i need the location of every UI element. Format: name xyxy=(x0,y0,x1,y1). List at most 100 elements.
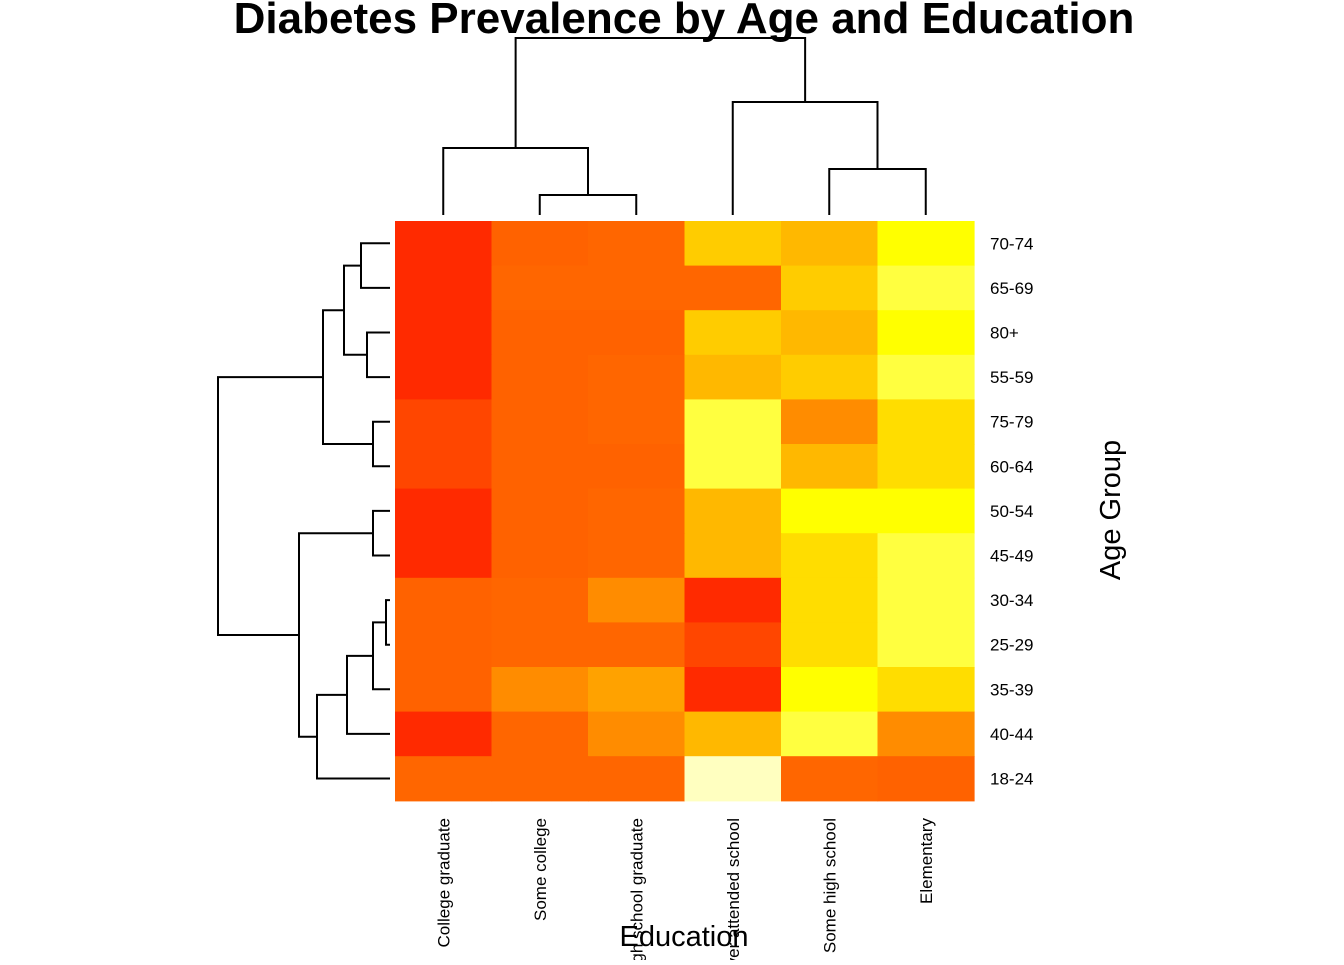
heatmap-cell xyxy=(588,667,686,713)
heatmap-cell xyxy=(877,533,975,579)
heatmap-cell xyxy=(588,399,686,445)
heatmap-cell xyxy=(491,399,589,445)
heatmap-cell xyxy=(684,756,782,802)
column-dendrogram-branch xyxy=(538,194,638,215)
y-axis-title: Age Group xyxy=(1095,440,1127,580)
row-dendrogram-branch xyxy=(217,376,323,636)
heatmap-cell xyxy=(781,577,879,623)
heatmap-cell xyxy=(684,221,782,267)
row-dendrogram-branch xyxy=(316,693,390,780)
row-label: 55-59 xyxy=(990,368,1033,387)
heatmap-cell xyxy=(588,533,686,579)
heatmap-cell xyxy=(588,310,686,356)
heatmap-cell xyxy=(877,711,975,757)
heatmap-cell xyxy=(684,354,782,400)
row-dendrogram-branch xyxy=(366,331,390,379)
column-label: Never attended school xyxy=(724,818,743,960)
heatmap-cell xyxy=(491,756,589,802)
heatmap-cell xyxy=(491,444,589,490)
heatmap-cell xyxy=(781,667,879,713)
row-dendrogram xyxy=(217,242,390,780)
heatmap-cell xyxy=(781,221,879,267)
heatmap-cell xyxy=(395,756,493,802)
heatmap-cell xyxy=(684,622,782,668)
row-label: 25-29 xyxy=(990,636,1033,655)
heatmap-cell xyxy=(877,488,975,534)
row-label: 60-64 xyxy=(990,457,1033,476)
heatmap-cell xyxy=(395,622,493,668)
heatmap-cell xyxy=(877,265,975,311)
row-label: 45-49 xyxy=(990,547,1033,566)
heatmap-cell xyxy=(395,265,493,311)
heatmap-cell xyxy=(781,711,879,757)
row-label: 50-54 xyxy=(990,502,1033,521)
row-dendrogram-branch xyxy=(372,621,390,691)
heatmap-cell xyxy=(877,399,975,445)
heatmap-cell xyxy=(395,577,493,623)
heatmap-cell xyxy=(395,533,493,579)
row-dendrogram-branch xyxy=(343,264,367,356)
heatmap-cell xyxy=(395,399,493,445)
heatmap-cell xyxy=(781,622,879,668)
heatmap-cell xyxy=(781,265,879,311)
row-dendrogram-branch xyxy=(360,242,390,289)
row-dendrogram-branch xyxy=(346,654,390,735)
column-labels: College graduate Some college High school … xyxy=(434,818,936,965)
column-dendrogram-branch xyxy=(514,37,807,148)
heatmap-cell xyxy=(684,399,782,445)
row-dendrogram-branch xyxy=(372,420,390,468)
row-labels: 70-74 65-69 80+ 55-59 75-79 60-64 50-54 45-49 30… xyxy=(990,234,1033,788)
heatmap-cell xyxy=(588,756,686,802)
heatmap-cell xyxy=(684,444,782,490)
heatmap-cell xyxy=(588,444,686,490)
heatmap-cell xyxy=(877,577,975,623)
row-label: 30-34 xyxy=(990,591,1033,610)
row-label: 18-24 xyxy=(990,770,1033,789)
heatmap-cell xyxy=(684,667,782,713)
heatmap-cell xyxy=(588,622,686,668)
row-label: 70-74 xyxy=(990,234,1033,253)
heatmap-cell xyxy=(491,711,589,757)
heatmap-cell xyxy=(877,354,975,400)
heatmap-cell xyxy=(877,622,975,668)
heatmap-cell xyxy=(877,221,975,267)
heatmap-cell xyxy=(588,488,686,534)
row-label: 35-39 xyxy=(990,680,1033,699)
heatmap-cell xyxy=(684,711,782,757)
heatmap-cell xyxy=(781,444,879,490)
column-dendrogram-branch xyxy=(731,101,879,215)
heatmap-cell xyxy=(491,667,589,713)
heatmap-cell xyxy=(491,533,589,579)
heatmap-cell xyxy=(684,265,782,311)
heatmap-cell xyxy=(491,622,589,668)
column-label: Elementary xyxy=(917,818,936,904)
heatmap-cell xyxy=(395,221,493,267)
row-dendrogram-branch xyxy=(322,309,373,445)
heatmap-cell xyxy=(877,310,975,356)
heatmap-cell xyxy=(877,667,975,713)
heatmap-cell xyxy=(781,399,879,445)
heatmap-cell xyxy=(684,533,782,579)
heatmap-cell xyxy=(395,310,493,356)
heatmap-cell xyxy=(395,354,493,400)
heatmap-cell xyxy=(781,310,879,356)
heatmap-cell xyxy=(491,354,589,400)
row-label: 80+ xyxy=(990,324,1019,343)
column-label: Some high school xyxy=(820,818,839,953)
heatmap-cell xyxy=(588,577,686,623)
row-label: 40-44 xyxy=(990,725,1033,744)
column-label: Some college xyxy=(531,818,550,921)
heatmap-cell xyxy=(781,354,879,400)
heatmap-cell xyxy=(491,265,589,311)
heatmap-cell xyxy=(684,488,782,534)
heatmap-cell xyxy=(684,577,782,623)
chart-title: Diabetes Prevalence by Age and Education xyxy=(234,0,1135,43)
heatmap-cell xyxy=(781,533,879,579)
row-dendrogram-branch xyxy=(385,599,390,646)
heatmap-cell xyxy=(491,577,589,623)
column-dendrogram-branch xyxy=(442,147,589,215)
heatmap-cell xyxy=(395,488,493,534)
heatmap-cell xyxy=(395,444,493,490)
heatmap-cell xyxy=(684,310,782,356)
